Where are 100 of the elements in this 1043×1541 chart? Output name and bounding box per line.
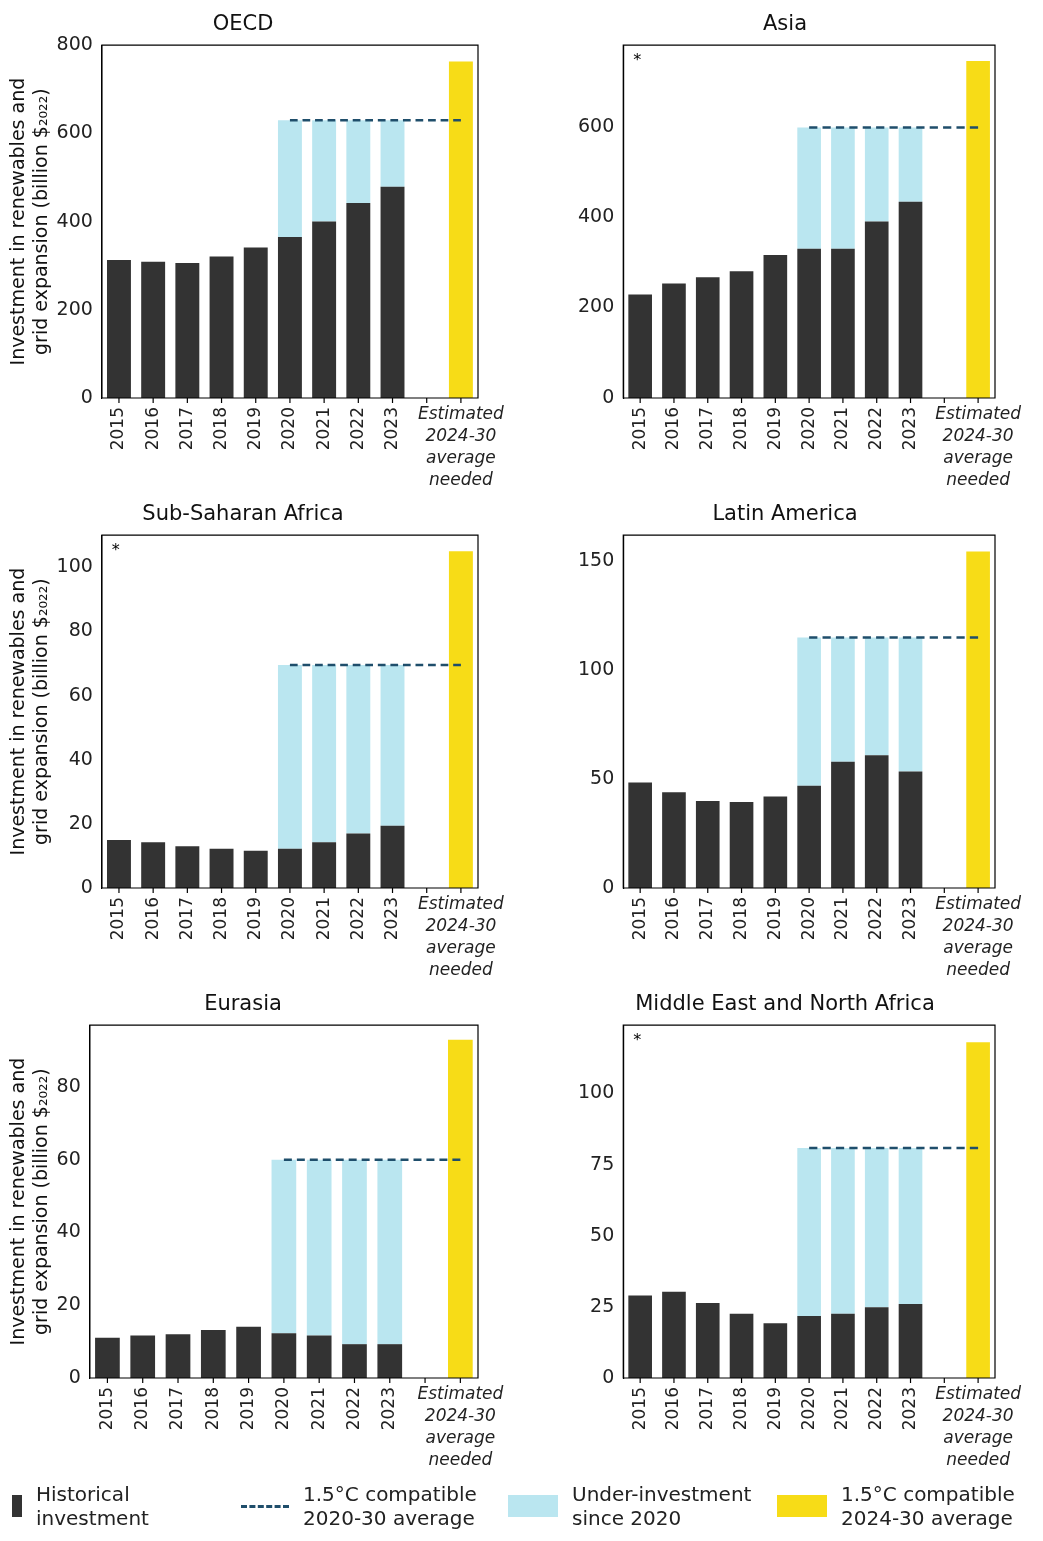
x-tick-label: 2016 xyxy=(131,1387,152,1431)
bar xyxy=(377,1159,403,1345)
x-tick-label: 2021 xyxy=(312,897,333,941)
x-tick-label: 2019 xyxy=(237,1387,258,1431)
bar xyxy=(306,1159,332,1336)
bar xyxy=(380,825,405,888)
bar xyxy=(175,846,200,888)
x-tick-label: 2015 xyxy=(107,407,128,451)
y-tick-label: 40 xyxy=(56,1219,81,1242)
bar xyxy=(898,1304,923,1378)
x-tick-label: 2017 xyxy=(696,1387,717,1431)
chart-title: Eurasia xyxy=(204,991,282,1016)
legend-label: 1.5°C compatible 2020-30 average xyxy=(303,1482,478,1530)
x-tick-label: 2016 xyxy=(662,1387,683,1431)
bar xyxy=(628,1295,652,1378)
bar xyxy=(130,1335,156,1378)
x-tick-label: 2019 xyxy=(763,407,784,451)
x-tick-label: 2022 xyxy=(342,1387,363,1431)
x-tick-label: Estimated 2024-30 average needed xyxy=(417,402,505,489)
y-tick-label: 0 xyxy=(602,1364,615,1387)
x-tick-label: 2016 xyxy=(141,897,162,941)
y-tick-label: 60 xyxy=(68,682,93,705)
bar xyxy=(831,248,855,398)
x-tick-label: 2017 xyxy=(175,897,196,941)
y-axis-title: Investment in renewables and grid expansion (billion $₂₀₂₂) xyxy=(6,77,52,366)
x-tick-label: 2020 xyxy=(278,407,299,451)
bar xyxy=(141,261,166,398)
x-tick-label: 2018 xyxy=(729,1387,750,1431)
x-tick-label: 2020 xyxy=(797,1387,818,1431)
bar xyxy=(797,1148,821,1316)
x-tick-label: Estimated 2024-30 average needed xyxy=(935,892,1022,979)
y-tick-label: 80 xyxy=(56,1073,81,1096)
chart-title: Latin America xyxy=(712,501,858,526)
bar xyxy=(380,186,405,398)
x-tick-label: 2022 xyxy=(346,407,367,451)
bar xyxy=(209,848,234,888)
y-tick-label: 100 xyxy=(56,554,93,577)
x-tick-label: 2023 xyxy=(898,897,919,941)
bar xyxy=(342,1159,367,1345)
x-tick-label: 2015 xyxy=(628,897,649,941)
y-axis-title: Investment in renewables and grid expansion (billion $₂₀₂₂) xyxy=(6,567,52,856)
x-tick-label: 2018 xyxy=(209,407,230,451)
y-tick-label: 150 xyxy=(578,548,615,571)
y-tick-label: 600 xyxy=(56,120,93,143)
y-tick-label: 50 xyxy=(590,1222,615,1245)
bar xyxy=(864,755,889,888)
bar xyxy=(763,1323,788,1378)
x-tick-label: 2019 xyxy=(244,407,265,451)
x-tick-label: 2016 xyxy=(141,407,162,451)
x-tick-label: 2022 xyxy=(865,897,886,941)
bar xyxy=(312,665,337,843)
bar xyxy=(312,120,337,222)
x-tick-label: 2015 xyxy=(628,407,649,451)
bar xyxy=(898,201,923,398)
chart-title: Middle East and North Africa xyxy=(635,991,935,1016)
x-tick-label: 2021 xyxy=(831,1387,852,1431)
bar xyxy=(763,255,788,398)
bar xyxy=(695,800,720,888)
bar xyxy=(448,1039,473,1378)
x-tick-label: 2020 xyxy=(278,897,299,941)
x-tick-label: 2022 xyxy=(865,1387,886,1431)
x-tick-label: 2022 xyxy=(346,897,367,941)
y-tick-label: 50 xyxy=(590,766,615,789)
bar xyxy=(271,1333,297,1378)
x-tick-label: 2023 xyxy=(378,1387,399,1431)
bar xyxy=(797,248,821,398)
bar xyxy=(898,127,923,202)
bar xyxy=(106,839,131,888)
bar xyxy=(277,120,302,238)
bar xyxy=(662,283,686,398)
bar xyxy=(831,1148,855,1314)
y-tick-label: 0 xyxy=(80,874,93,897)
x-tick-label: 2018 xyxy=(209,897,230,941)
x-tick-label: 2018 xyxy=(729,407,750,451)
y-tick-label: 75 xyxy=(590,1151,615,1174)
bar xyxy=(165,1334,191,1378)
bar xyxy=(864,127,889,222)
legend-label: 1.5°C compatible 2024-30 average xyxy=(841,1482,1016,1530)
annotation: * xyxy=(633,50,642,70)
x-tick-label: 2020 xyxy=(272,1387,293,1431)
y-tick-label: 400 xyxy=(56,208,93,231)
annotation: * xyxy=(111,540,120,560)
y-tick-label: 20 xyxy=(56,1292,81,1315)
bar xyxy=(312,842,337,888)
x-tick-label: 2021 xyxy=(312,407,333,451)
bar xyxy=(380,665,405,826)
y-tick-label: 80 xyxy=(68,618,93,641)
bar xyxy=(695,277,720,398)
bar xyxy=(864,1307,889,1378)
bar xyxy=(628,782,652,888)
bar xyxy=(377,1344,403,1378)
chart-title: Asia xyxy=(762,11,808,36)
y-axis-title: Investment in renewables and grid expansion (billion $₂₀₂₂) xyxy=(6,1057,52,1346)
y-tick-label: 400 xyxy=(578,204,615,227)
bar xyxy=(831,761,855,888)
bar xyxy=(312,221,337,398)
bar xyxy=(695,1302,720,1378)
x-tick-label: 2018 xyxy=(729,897,750,941)
bar xyxy=(729,1313,754,1378)
x-tick-label: 2017 xyxy=(696,897,717,941)
